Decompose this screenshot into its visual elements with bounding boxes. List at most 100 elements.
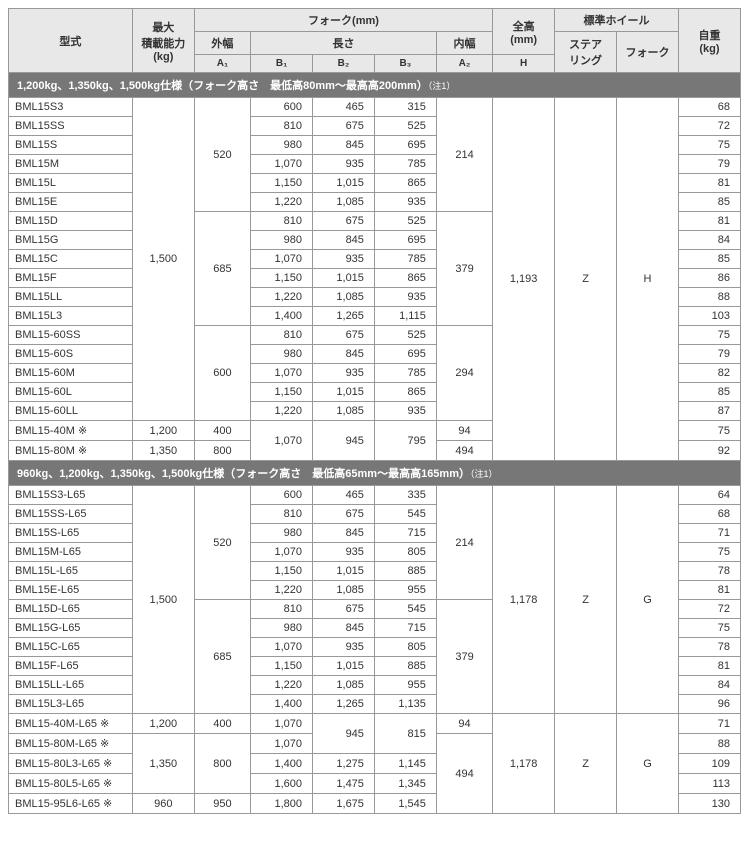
cell-h: 1,193 [493,98,555,461]
cell-b3: 1,545 [374,794,436,814]
cell-m: BML15S-L65 [9,524,133,543]
cell-m: BML15-60SS [9,326,133,345]
cell-b3: 525 [374,212,436,231]
cell-b2: 945 [313,421,375,461]
cell-w: 86 [678,269,740,288]
section-header: 1,200kg、1,350kg、1,500kg仕様（フォーク高さ 最低高80mm… [9,73,741,98]
cell-b1: 600 [251,98,313,117]
col-fork-group: フォーク(mm) [194,9,492,32]
cell-m: BML15-95L6-L65 ※ [9,794,133,814]
cell-cap: 1,200 [132,714,194,734]
cell-w: 88 [678,734,740,754]
cell-m: BML15D [9,212,133,231]
cell-b2: 675 [313,505,375,524]
cell-b1: 1,070 [251,250,313,269]
cell-b1: 1,070 [251,638,313,657]
cell-m: BML15SS-L65 [9,505,133,524]
cell-b3: 695 [374,136,436,155]
col-model: 型式 [9,9,133,73]
cell-b1: 980 [251,231,313,250]
cell-w: 85 [678,250,740,269]
cell-w: 78 [678,562,740,581]
cell-m: BML15L [9,174,133,193]
cell-b2: 1,085 [313,402,375,421]
cell-w: 72 [678,600,740,619]
cell-b2: 1,675 [313,794,375,814]
cell-b2: 465 [313,486,375,505]
cell-b2: 1,015 [313,657,375,676]
cell-fw: G [617,486,679,714]
cell-b1: 1,150 [251,383,313,402]
cell-w: 71 [678,714,740,734]
cell-b2: 845 [313,619,375,638]
cell-w: 82 [678,364,740,383]
cell-b1: 1,400 [251,754,313,774]
table-header: 型式 最大積載能力(kg) フォーク(mm) 全高(mm) 標準ホイール 自重(… [9,9,741,73]
cell-b3: 785 [374,155,436,174]
cell-m: BML15M-L65 [9,543,133,562]
cell-a1: 600 [194,326,250,421]
cell-m: BML15S3 [9,98,133,117]
cell-w: 130 [678,794,740,814]
col-h: H [493,55,555,73]
cell-st: Z [555,486,617,714]
cell-b3: 805 [374,543,436,562]
cell-b2: 935 [313,155,375,174]
cell-m: BML15L3-L65 [9,695,133,714]
cell-fw: G [617,714,679,814]
cell-b1: 1,150 [251,269,313,288]
cell-b2: 845 [313,524,375,543]
cell-b2: 935 [313,250,375,269]
cell-b1: 1,070 [251,421,313,461]
cell-m: BML15M [9,155,133,174]
cell-b2: 1,265 [313,695,375,714]
cell-w: 81 [678,212,740,231]
cell-b1: 1,220 [251,581,313,600]
cell-m: BML15-80M-L65 ※ [9,734,133,754]
cell-b3: 1,345 [374,774,436,794]
cell-b3: 955 [374,676,436,695]
section-note: （注1） [470,469,498,479]
cell-b1: 810 [251,600,313,619]
cell-m: BML15G [9,231,133,250]
cell-b2: 675 [313,117,375,136]
col-b1: B₁ [251,55,313,73]
cell-b3: 955 [374,581,436,600]
cell-cap: 1,350 [132,734,194,794]
cell-cap: 960 [132,794,194,814]
cell-b3: 795 [374,421,436,461]
cell-fw: H [617,98,679,461]
cell-b3: 935 [374,288,436,307]
cell-w: 81 [678,174,740,193]
cell-w: 78 [678,638,740,657]
cell-b3: 695 [374,345,436,364]
cell-b2: 945 [313,714,375,754]
cell-a1: 800 [194,734,250,794]
cell-a1: 800 [194,441,250,461]
cell-m: BML15L-L65 [9,562,133,581]
cell-m: BML15G-L65 [9,619,133,638]
section-note: （注1） [428,81,456,91]
cell-cap: 1,200 [132,421,194,441]
cell-b1: 1,400 [251,307,313,326]
cell-b1: 1,220 [251,676,313,695]
section-header: 960kg、1,200kg、1,350kg、1,500kg仕様（フォーク高さ 最… [9,461,741,486]
cell-b2: 1,015 [313,383,375,402]
cell-m: BML15-80M ※ [9,441,133,461]
cell-m: BML15-80L5-L65 ※ [9,774,133,794]
cell-b1: 810 [251,212,313,231]
cell-b2: 1,015 [313,269,375,288]
cell-m: BML15-80L3-L65 ※ [9,754,133,774]
col-fork-wheel: フォーク [617,32,679,73]
col-capacity: 最大積載能力(kg) [132,9,194,73]
cell-st: Z [555,714,617,814]
cell-b2: 675 [313,212,375,231]
cell-m: BML15F [9,269,133,288]
cell-m: BML15-60L [9,383,133,402]
cell-b2: 1,015 [313,174,375,193]
cell-b3: 935 [374,193,436,212]
col-outer-width: 外幅 [194,32,250,55]
cell-b3: 1,115 [374,307,436,326]
cell-b1: 600 [251,486,313,505]
cell-b2: 675 [313,600,375,619]
